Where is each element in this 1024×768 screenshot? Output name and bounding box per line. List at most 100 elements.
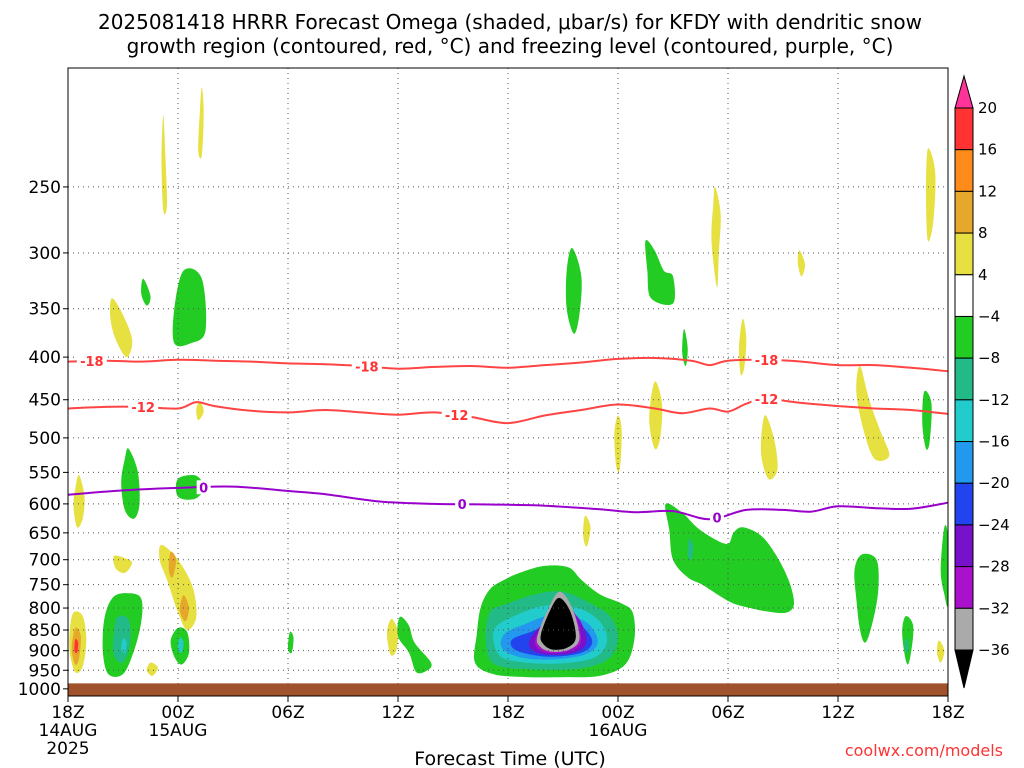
colorbar-tick-label: −4 xyxy=(978,307,1000,325)
omega-region-29 xyxy=(112,615,131,664)
contour-line-0 xyxy=(67,485,949,521)
omega-region-26 xyxy=(121,448,140,519)
y-tick-label: 750 xyxy=(29,576,61,596)
colorbar-swatch xyxy=(954,315,974,359)
ground-surface xyxy=(68,683,948,696)
contour-label: -18 xyxy=(755,354,779,369)
y-tick-label: 850 xyxy=(29,621,61,641)
x-tick-label: 06Z xyxy=(271,703,304,723)
x-tick-label: 12Z xyxy=(821,703,854,723)
colorbar-swatch xyxy=(954,566,974,609)
contour-label-bg xyxy=(455,497,470,512)
omega-region-7 xyxy=(113,555,133,574)
colorbar-tick-label: −12 xyxy=(978,391,1010,409)
x-tick-label: 18Z xyxy=(491,703,524,723)
omega-region-48 xyxy=(687,538,694,561)
colorbar-tick-label: −32 xyxy=(978,599,1010,617)
omega-region-11 xyxy=(179,595,190,622)
omega-region-25 xyxy=(172,268,207,347)
credit-text: coolwx.com/models xyxy=(845,741,1003,760)
omega-region-52 xyxy=(922,390,932,450)
y-tick-label: 1000 xyxy=(18,680,61,700)
omega-region-20 xyxy=(797,250,806,277)
omega-region-9 xyxy=(159,544,197,631)
omega-region-22 xyxy=(926,148,936,242)
chart-title-line-1: 2025081418 HRRR Forecast Omega (shaded, … xyxy=(98,10,922,34)
x-tick-label: 18Z xyxy=(931,703,964,723)
y-tick-label: 950 xyxy=(29,661,61,681)
x-axis-label: Forecast Time (UTC) xyxy=(414,748,605,768)
omega-region-8 xyxy=(146,662,158,676)
contour-label: -18 xyxy=(80,355,104,370)
colorbar: 20 16 12 8 4 −4 −8 −12 −16 −20 −24 −28 −32 −36 xyxy=(954,74,1010,689)
contour-label-bg xyxy=(351,359,382,374)
contour-line-minus12 xyxy=(67,397,949,425)
y-tick-label: 350 xyxy=(29,300,61,320)
omega-region-32 xyxy=(177,637,184,653)
omega-region-0 xyxy=(161,115,168,215)
contour-label: -18 xyxy=(355,360,379,375)
contour-label: 0 xyxy=(199,481,208,496)
y-axis-ticks: 2503003504004505005506006507007508008509… xyxy=(18,178,68,700)
contour-label: -12 xyxy=(131,401,155,416)
omega-region-35 xyxy=(565,248,582,334)
y-tick-label: 900 xyxy=(29,642,61,662)
colorbar-swatch xyxy=(954,190,974,234)
x-tick-label: 15AUG xyxy=(149,721,208,741)
colorbar-tick-label: −28 xyxy=(978,558,1010,576)
x-tick-label: 14AUG xyxy=(39,721,98,741)
temperature-contours: -18 -18 -18 -12 -12 -12 0 0 0 xyxy=(67,352,949,526)
omega-region-16 xyxy=(649,381,663,450)
y-tick-label: 550 xyxy=(29,463,61,483)
omega-region-14 xyxy=(583,515,591,547)
omega-region-13 xyxy=(386,618,399,656)
chart-title-line-2: growth region (contoured, red, °C) and f… xyxy=(127,34,894,58)
colorbar-swatch xyxy=(954,149,974,192)
y-tick-label: 250 xyxy=(29,178,61,198)
y-tick-label: 600 xyxy=(29,495,61,515)
colorbar-swatch xyxy=(954,357,974,401)
colorbar-swatch xyxy=(954,482,974,526)
x-tick-label: 12Z xyxy=(381,703,414,723)
omega-region-18 xyxy=(738,318,747,376)
omega-region-12 xyxy=(196,401,204,421)
omega-region-47 xyxy=(665,503,795,614)
colorbar-tick-label: 12 xyxy=(978,182,997,200)
contour-label-bg xyxy=(76,354,107,369)
omega-region-46 xyxy=(540,597,576,650)
contour-label: 0 xyxy=(712,511,721,526)
contour-label-bg xyxy=(751,352,782,367)
colorbar-tick-label: −24 xyxy=(978,516,1010,534)
colorbar-swatch xyxy=(954,524,974,568)
colorbar-top-arrow xyxy=(954,74,974,109)
y-tick-label: 450 xyxy=(29,391,61,411)
omega-region-19 xyxy=(760,415,778,480)
colorbar-tick-label: −8 xyxy=(978,349,1000,367)
colorbar-tick-label: 20 xyxy=(978,99,997,117)
y-tick-label: 800 xyxy=(29,599,61,619)
y-tick-label: 400 xyxy=(29,348,61,368)
omega-region-1 xyxy=(198,87,204,159)
contour-label-bg xyxy=(196,480,211,495)
contour-label: -12 xyxy=(755,393,779,408)
colorbar-tick-label: −20 xyxy=(978,474,1010,492)
omega-region-49 xyxy=(854,553,879,643)
omega-region-10 xyxy=(168,551,177,578)
omega-region-36 xyxy=(645,239,676,306)
x-tick-label: 18Z xyxy=(51,703,84,723)
x-tick-label: 16AUG xyxy=(589,721,648,741)
colorbar-tick-label: −16 xyxy=(978,433,1010,451)
omega-region-23 xyxy=(936,640,945,663)
y-tick-label: 500 xyxy=(29,429,61,449)
colorbar-tick-label: −36 xyxy=(978,641,1010,659)
y-tick-label: 700 xyxy=(29,551,61,571)
colorbar-tick-label: 4 xyxy=(978,266,988,284)
omega-region-51 xyxy=(904,638,909,653)
colorbar-tick-label: 8 xyxy=(978,224,988,242)
omega-region-33 xyxy=(287,631,294,654)
y-tick-label: 650 xyxy=(29,524,61,544)
contour-label: 0 xyxy=(458,498,467,513)
omega-region-2 xyxy=(109,298,133,358)
